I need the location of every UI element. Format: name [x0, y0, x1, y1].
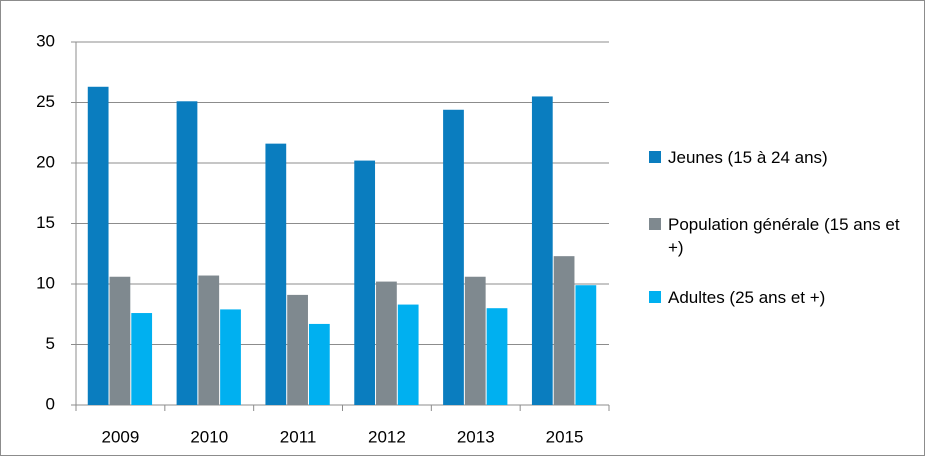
- y-tick-label: 25: [36, 92, 55, 111]
- bar: [198, 275, 220, 405]
- legend-item: Adultes (25 ans et +): [649, 286, 911, 309]
- bar: [486, 308, 508, 405]
- bar: [376, 281, 397, 405]
- bar: [131, 313, 153, 405]
- y-tick-label: 30: [36, 31, 55, 50]
- bar: [443, 109, 464, 405]
- bar: [308, 323, 330, 405]
- x-tick-label: 2011: [280, 427, 317, 446]
- y-tick-label: 20: [36, 152, 55, 171]
- x-tick-label: 2015: [546, 427, 584, 446]
- bar: [265, 143, 287, 405]
- legend-item: Jeunes (15 à 24 ans): [649, 146, 911, 169]
- y-tick-label: 0: [46, 394, 55, 413]
- bar: [553, 256, 575, 405]
- legend-swatch: [649, 151, 661, 163]
- x-tick-label: 2010: [190, 427, 228, 446]
- legend-label: Population générale (15 ans et +): [668, 215, 900, 257]
- bar: [109, 276, 131, 405]
- bar: [531, 96, 553, 405]
- bar: [575, 285, 597, 405]
- bar: [176, 101, 198, 405]
- legend-swatch: [649, 291, 661, 303]
- bar: [354, 160, 376, 405]
- x-tick-label: 2009: [102, 427, 140, 446]
- bar: [87, 86, 109, 406]
- x-tick-label: 2013: [457, 427, 495, 446]
- bar: [220, 309, 241, 405]
- y-tick-label: 10: [36, 273, 55, 292]
- legend-swatch: [649, 218, 661, 230]
- y-tick-label: 15: [36, 213, 55, 232]
- x-tick-label: 2012: [368, 427, 406, 446]
- bar: [287, 294, 308, 405]
- legend-item: Population générale (15 ans et +): [649, 213, 911, 259]
- y-tick-label: 5: [46, 334, 55, 353]
- legend-label: Jeunes (15 à 24 ans): [668, 148, 828, 167]
- legend-label: Adultes (25 ans et +): [668, 288, 826, 307]
- bar: [397, 304, 419, 405]
- bar: [464, 276, 486, 405]
